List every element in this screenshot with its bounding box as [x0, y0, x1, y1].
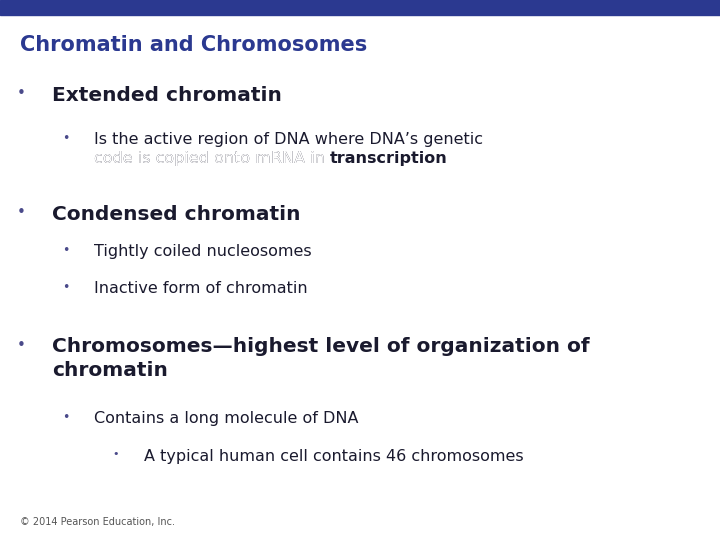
- Text: •: •: [63, 244, 70, 257]
- Text: code is copied onto mRNA in: code is copied onto mRNA in: [94, 151, 330, 166]
- Text: Chromatin and Chromosomes: Chromatin and Chromosomes: [20, 35, 367, 55]
- Text: •: •: [17, 338, 26, 353]
- Text: •: •: [112, 449, 119, 460]
- Text: Contains a long molecule of DNA: Contains a long molecule of DNA: [94, 411, 358, 427]
- Text: •: •: [17, 205, 26, 220]
- Text: Is the active region of DNA where DNA’s genetic
code is copied onto mRNA in: Is the active region of DNA where DNA’s …: [94, 132, 482, 166]
- Text: •: •: [63, 132, 70, 145]
- Text: Condensed chromatin: Condensed chromatin: [52, 205, 300, 224]
- Bar: [0, 0, 720, 15]
- Text: transcription: transcription: [330, 151, 447, 166]
- Text: •: •: [63, 411, 70, 424]
- Text: © 2014 Pearson Education, Inc.: © 2014 Pearson Education, Inc.: [20, 516, 175, 526]
- Text: •: •: [17, 86, 26, 102]
- Text: Tightly coiled nucleosomes: Tightly coiled nucleosomes: [94, 244, 311, 259]
- Text: •: •: [63, 281, 70, 294]
- Text: A typical human cell contains 46 chromosomes: A typical human cell contains 46 chromos…: [144, 449, 523, 464]
- Text: Chromosomes—highest level of organization of
chromatin: Chromosomes—highest level of organizatio…: [52, 338, 590, 380]
- Text: Extended chromatin: Extended chromatin: [52, 86, 282, 105]
- Text: Inactive form of chromatin: Inactive form of chromatin: [94, 281, 307, 296]
